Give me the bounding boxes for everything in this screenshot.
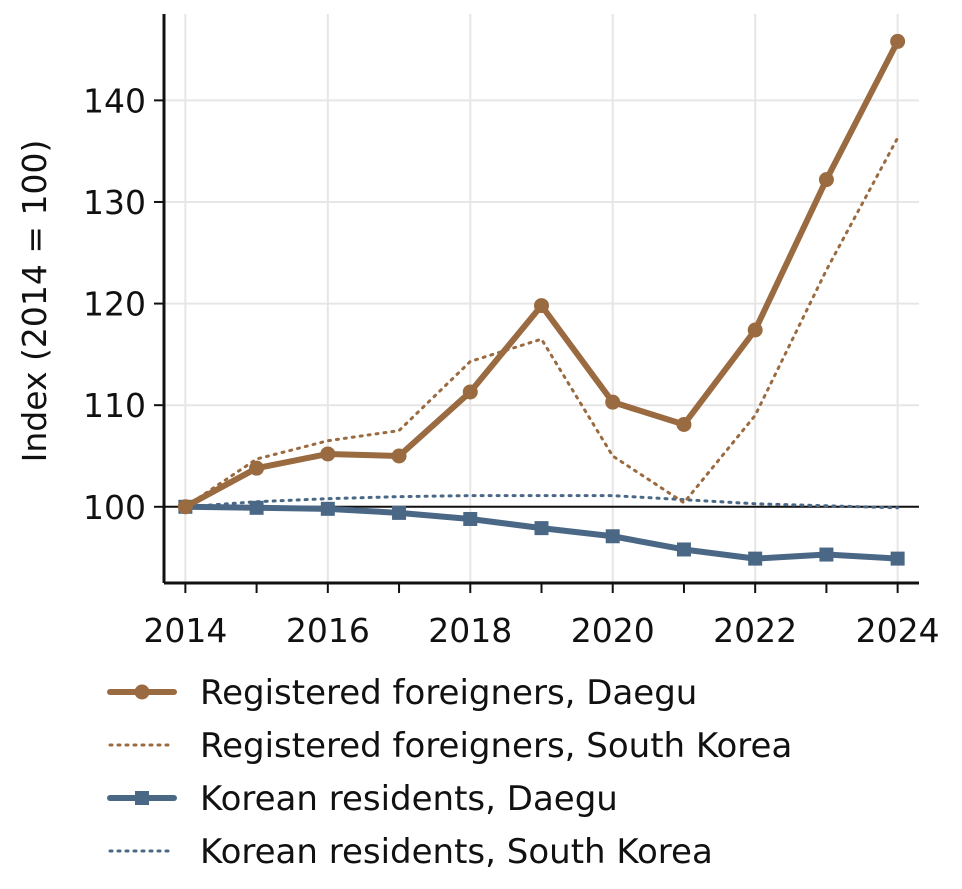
y-axis-label: Index (2014 = 100) <box>15 140 54 463</box>
point-korean-residents-daegu-2017 <box>392 505 407 520</box>
point-korean-residents-daegu-2023 <box>819 547 834 562</box>
legend: Registered foreigners, Daegu Registered f… <box>107 673 792 872</box>
series-korean-residents-south-korea <box>183 494 900 510</box>
y-tick-labels: 100 110 120 130 140 <box>83 81 146 526</box>
point-registered-foreigners-daegu-2020 <box>605 394 621 410</box>
point-registered-foreigners-daegu-2018 <box>462 384 478 400</box>
y-tick-label-120: 120 <box>83 285 146 324</box>
point-korean-residents-daegu-2021 <box>676 542 691 557</box>
series-layer <box>177 33 906 566</box>
point-registered-foreigners-daegu-2024 <box>890 33 906 49</box>
series-registered-foreigners-south-korea <box>183 136 900 509</box>
point-korean-residents-daegu-2018 <box>463 511 478 526</box>
point-korean-residents-daegu-2020 <box>605 529 620 544</box>
point-korean-residents-daegu-2019 <box>534 521 549 536</box>
point-registered-foreigners-daegu-2016 <box>320 446 336 462</box>
legend-item-korean-residents-daegu: Korean residents, Daegu <box>107 779 618 819</box>
y-tick-label-110: 110 <box>83 386 146 425</box>
x-tick-label-2022: 2022 <box>713 611 797 650</box>
y-tick-label-100: 100 <box>83 488 146 527</box>
axes <box>154 14 919 593</box>
point-registered-foreigners-daegu-2019 <box>534 298 549 314</box>
legend-item-registered-foreigners-south-korea: Registered foreigners, South Korea <box>108 726 792 766</box>
y-tick-label-130: 130 <box>83 183 146 222</box>
legend-marker-korean-residents-daegu <box>135 791 149 805</box>
point-korean-residents-daegu-2024 <box>890 551 905 566</box>
legend-label-registered-foreigners-daegu: Registered foreigners, Daegu <box>200 673 697 713</box>
point-registered-foreigners-daegu-2015 <box>249 460 265 476</box>
point-registered-foreigners-daegu-2023 <box>818 172 834 188</box>
series-registered-foreigners-daegu <box>177 33 906 515</box>
legend-label-korean-residents-daegu: Korean residents, Daegu <box>200 779 618 819</box>
point-registered-foreigners-daegu-2014 <box>177 499 193 515</box>
y-tick-label-140: 140 <box>83 81 146 120</box>
point-registered-foreigners-daegu-2021 <box>676 416 692 432</box>
series-korean-residents-daegu <box>178 499 905 566</box>
legend-item-korean-residents-south-korea: Korean residents, South Korea <box>108 832 713 872</box>
x-tick-label-2016: 2016 <box>286 611 370 650</box>
x-tick-label-2020: 2020 <box>571 611 655 650</box>
point-korean-residents-daegu-2022 <box>748 551 763 566</box>
point-registered-foreigners-daegu-2017 <box>391 448 407 464</box>
series-line-registered-foreigners-south-korea <box>183 136 900 509</box>
legend-marker-registered-foreigners-daegu <box>134 684 150 700</box>
x-tick-label-2014: 2014 <box>143 611 227 650</box>
x-tick-labels: 2014 2016 2018 2020 2022 2024 <box>143 611 939 650</box>
legend-item-registered-foreigners-daegu: Registered foreigners, Daegu <box>107 673 697 713</box>
x-tick-label-2024: 2024 <box>856 611 940 650</box>
legend-label-registered-foreigners-south-korea: Registered foreigners, South Korea <box>200 726 792 766</box>
legend-label-korean-residents-south-korea: Korean residents, South Korea <box>200 832 713 872</box>
series-line-registered-foreigners-daegu <box>182 38 901 510</box>
point-registered-foreigners-daegu-2022 <box>747 322 763 338</box>
point-korean-residents-daegu-2015 <box>249 500 264 515</box>
series-line-korean-residents-south-korea <box>183 494 900 510</box>
x-tick-label-2018: 2018 <box>428 611 512 650</box>
point-korean-residents-daegu-2016 <box>320 501 335 516</box>
